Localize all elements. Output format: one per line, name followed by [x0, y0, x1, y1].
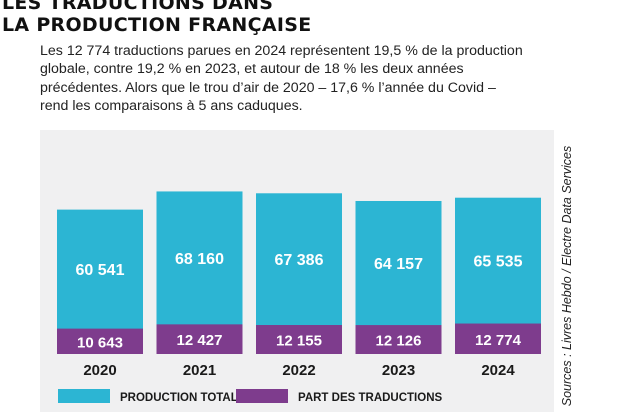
source-note: Sources : Livres Hebdo / Electre Data Se…: [557, 140, 577, 412]
intro-paragraph: Les 12 774 traductions parues en 2024 re…: [40, 42, 560, 115]
x-tick-label-2024: 2024: [481, 362, 515, 379]
title-line-1: LES TRADUCTIONS DANS: [2, 0, 274, 14]
x-tick-label-2022: 2022: [282, 362, 315, 379]
data-label-translations-2021: 12 427: [177, 332, 223, 349]
legend-swatch-translations: [236, 389, 288, 403]
x-tick-label-2023: 2023: [382, 362, 415, 379]
data-label-translations-2022: 12 155: [276, 333, 322, 350]
bar-translations-2020: [57, 328, 143, 354]
intro-line-3: précédentes. Alors que le trou d’air de …: [40, 79, 496, 96]
chart-panel: 60 541 10 643 2020 68 160 12 427 2021 67 386 12…: [40, 130, 554, 412]
data-label-total-2022: 67 386: [275, 252, 324, 269]
data-label-total-2024: 65 535: [474, 254, 523, 271]
source-text: Sources : Livres Hebdo / Electre Data Se…: [560, 145, 574, 407]
data-label-translations-2024: 12 774: [475, 332, 522, 349]
bar-translations-2021: [156, 324, 243, 354]
legend-label-total: PRODUCTION TOTALE: [120, 392, 246, 404]
x-tick-label-2021: 2021: [183, 362, 216, 379]
intro-line-1: Les 12 774 traductions parues en 2024 re…: [40, 43, 523, 59]
intro-line-2: globale, contre 19,2 % en 2023, et autou…: [40, 61, 464, 78]
data-label-translations-2020: 10 643: [77, 334, 123, 351]
chart-title: LES TRADUCTIONS DANS LA PRODUCTION FRANÇ…: [2, 0, 311, 36]
intro-line-4: rend les comparaisons à 5 ans caduques.: [40, 97, 303, 114]
data-label-total-2021: 68 160: [175, 251, 224, 268]
data-label-total-2020: 60 541: [76, 262, 125, 279]
bar-chart: 60 541 10 643 2020 68 160 12 427 2021 67 386 12…: [57, 191, 541, 404]
bar-translations-2023: [355, 325, 442, 354]
title-line-2: LA PRODUCTION FRANÇAISE: [2, 14, 312, 36]
legend-label-translations: PART DES TRADUCTIONS: [298, 392, 443, 404]
data-label-total-2023: 64 157: [374, 256, 423, 273]
data-label-translations-2023: 12 126: [376, 333, 422, 350]
legend-swatch-total: [58, 389, 110, 403]
x-tick-label-2020: 2020: [83, 362, 116, 379]
bar-translations-2022: [256, 325, 342, 354]
bar-translations-2024: [455, 323, 541, 354]
